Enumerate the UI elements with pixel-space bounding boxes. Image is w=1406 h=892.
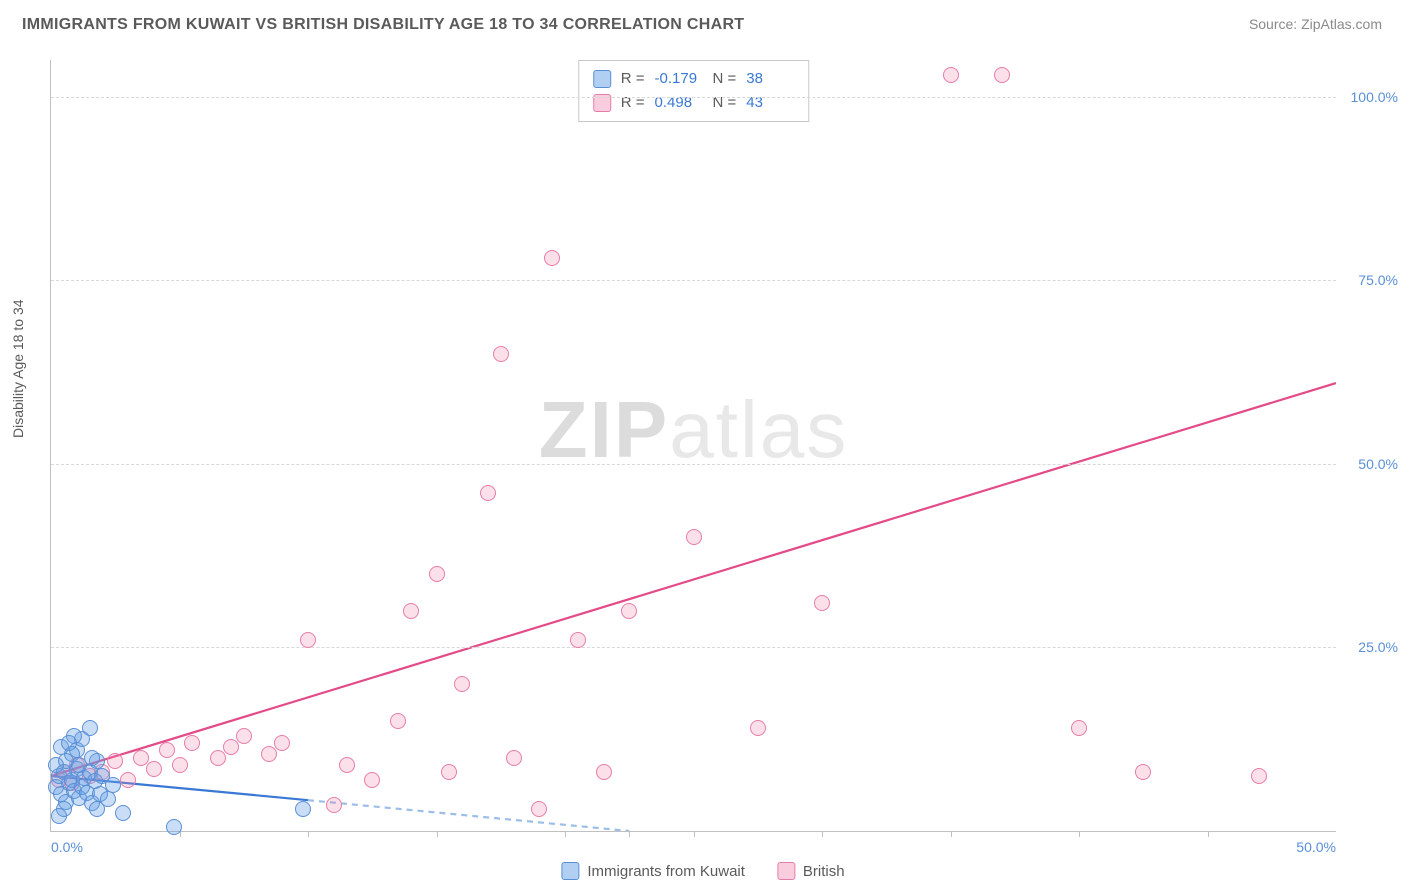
- gridline: [51, 464, 1336, 465]
- legend-label-pink: British: [803, 863, 845, 880]
- data-point: [115, 805, 131, 821]
- x-tick-mark: [437, 831, 438, 837]
- data-point: [1251, 768, 1267, 784]
- trend-lines-layer: [51, 60, 1336, 831]
- x-tick-mark: [951, 831, 952, 837]
- swatch-blue-icon: [593, 70, 611, 88]
- gridline: [51, 97, 1336, 98]
- x-tick-mark: [1079, 831, 1080, 837]
- trend-line: [51, 383, 1336, 776]
- y-tick-label: 75.0%: [1358, 272, 1398, 288]
- gridline: [51, 280, 1336, 281]
- data-point: [172, 757, 188, 773]
- data-point: [71, 757, 87, 773]
- data-point: [454, 676, 470, 692]
- legend-swatch-pink-icon: [777, 862, 795, 880]
- data-point: [596, 764, 612, 780]
- data-point: [364, 772, 380, 788]
- r-value-blue: -0.179: [655, 67, 703, 91]
- data-point: [621, 603, 637, 619]
- chart-plot-area: ZIPatlas R = -0.179 N = 38 R = 0.498 N =…: [50, 60, 1336, 832]
- data-point: [82, 720, 98, 736]
- y-axis-label: Disability Age 18 to 34: [10, 299, 26, 438]
- chart-title: IMMIGRANTS FROM KUWAIT VS BRITISH DISABI…: [22, 16, 744, 34]
- gridline: [51, 647, 1336, 648]
- x-tick-mark: [565, 831, 566, 837]
- data-point: [326, 797, 342, 813]
- data-point: [686, 529, 702, 545]
- legend-item-blue: Immigrants from Kuwait: [561, 862, 745, 880]
- data-point: [493, 346, 509, 362]
- legend-label-blue: Immigrants from Kuwait: [587, 863, 745, 880]
- data-point: [429, 566, 445, 582]
- trend-line: [308, 800, 629, 831]
- y-tick-label: 25.0%: [1358, 639, 1398, 655]
- data-point: [120, 772, 136, 788]
- data-point: [89, 801, 105, 817]
- data-point: [159, 742, 175, 758]
- data-point: [403, 603, 419, 619]
- data-point: [236, 728, 252, 744]
- data-point: [544, 250, 560, 266]
- data-point: [570, 632, 586, 648]
- data-point: [750, 720, 766, 736]
- r-value-pink: 0.498: [655, 91, 703, 115]
- y-tick-label: 100.0%: [1351, 89, 1398, 105]
- data-point: [210, 750, 226, 766]
- data-point: [107, 753, 123, 769]
- data-point: [441, 764, 457, 780]
- bottom-legend: Immigrants from Kuwait British: [561, 862, 844, 880]
- data-point: [506, 750, 522, 766]
- n-value-pink: 43: [746, 91, 794, 115]
- data-point: [48, 757, 64, 773]
- data-point: [339, 757, 355, 773]
- data-point: [814, 595, 830, 611]
- data-point: [295, 801, 311, 817]
- stats-row-pink: R = 0.498 N = 43: [593, 91, 795, 115]
- data-point: [390, 713, 406, 729]
- data-point: [105, 777, 121, 793]
- data-point: [274, 735, 290, 751]
- data-point: [531, 801, 547, 817]
- data-point: [943, 67, 959, 83]
- data-point: [146, 761, 162, 777]
- watermark: ZIPatlas: [539, 384, 848, 476]
- x-tick-mark: [694, 831, 695, 837]
- stats-row-blue: R = -0.179 N = 38: [593, 67, 795, 91]
- data-point: [166, 819, 182, 835]
- data-point: [1135, 764, 1151, 780]
- legend-item-pink: British: [777, 862, 845, 880]
- data-point: [1071, 720, 1087, 736]
- y-tick-label: 50.0%: [1358, 456, 1398, 472]
- x-tick-mark: [1208, 831, 1209, 837]
- correlation-stats-box: R = -0.179 N = 38 R = 0.498 N = 43: [578, 60, 810, 122]
- x-tick-label: 0.0%: [51, 839, 83, 855]
- x-tick-mark: [629, 831, 630, 837]
- data-point: [261, 746, 277, 762]
- data-point: [184, 735, 200, 751]
- data-point: [994, 67, 1010, 83]
- data-point: [61, 735, 77, 751]
- n-value-blue: 38: [746, 67, 794, 91]
- data-point: [51, 808, 67, 824]
- source-label: Source: ZipAtlas.com: [1249, 16, 1382, 32]
- x-tick-mark: [308, 831, 309, 837]
- legend-swatch-blue-icon: [561, 862, 579, 880]
- x-tick-label: 50.0%: [1296, 839, 1336, 855]
- data-point: [300, 632, 316, 648]
- data-point: [480, 485, 496, 501]
- x-tick-mark: [822, 831, 823, 837]
- data-point: [223, 739, 239, 755]
